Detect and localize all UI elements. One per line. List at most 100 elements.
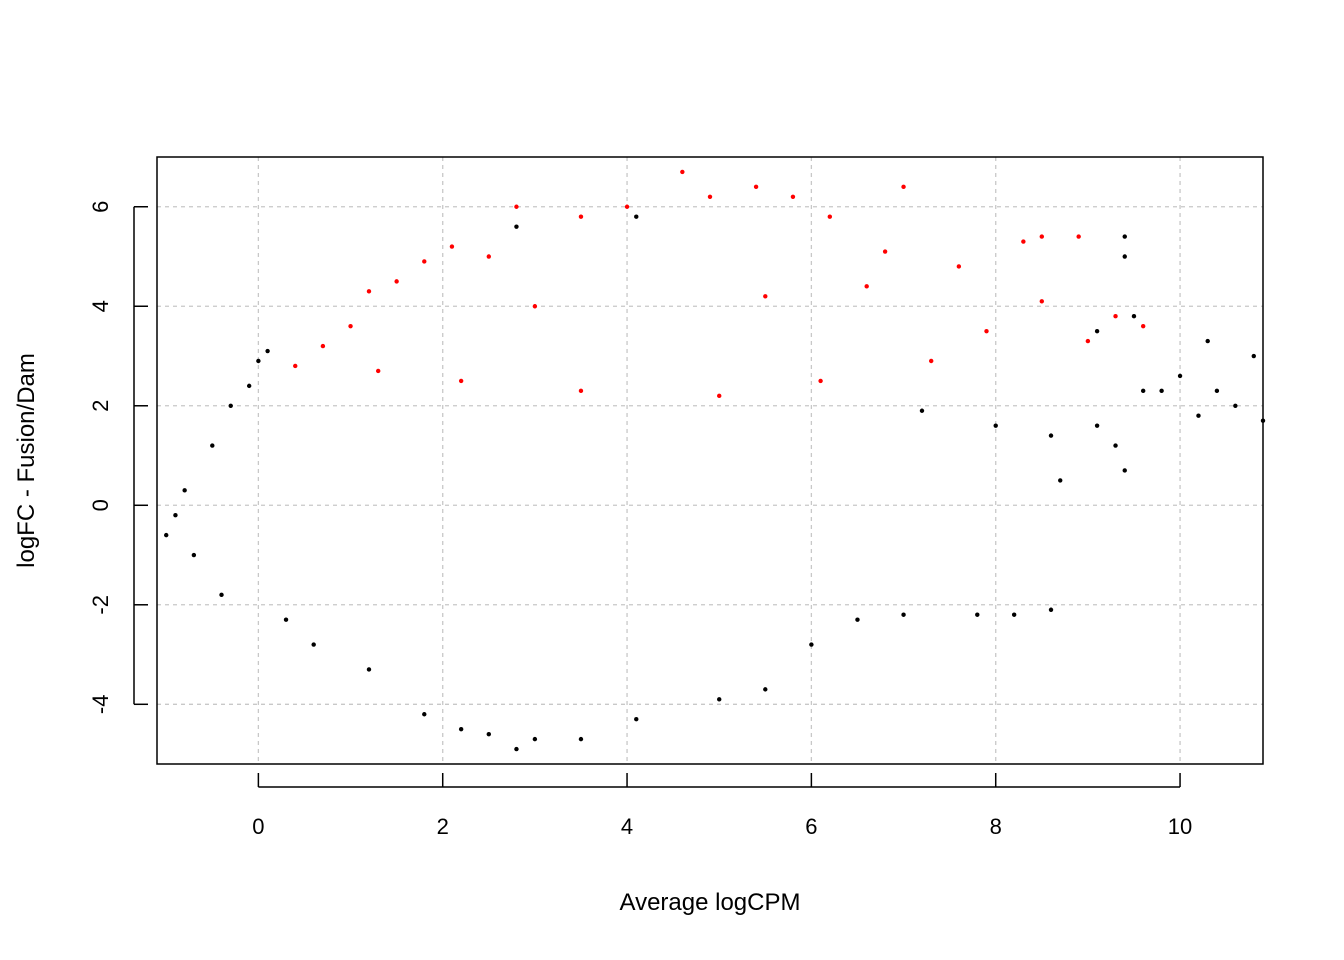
data-point [809, 642, 814, 647]
significant-point [458, 378, 464, 384]
significant-point [1140, 323, 1146, 329]
significant-point [514, 204, 519, 209]
data-point [283, 617, 289, 622]
data-point [366, 667, 372, 672]
data-point [578, 736, 584, 742]
significant-point [320, 343, 326, 349]
plot-frame [156, 156, 1264, 765]
significant-point [1039, 234, 1045, 239]
significant-point [293, 363, 298, 369]
data-point [1048, 607, 1054, 612]
data-point [1011, 612, 1017, 617]
significant-point [929, 358, 934, 364]
x-tick-label: 2 [437, 814, 449, 839]
significant-point [486, 254, 491, 259]
data-point [311, 642, 316, 647]
data-point [717, 697, 722, 702]
data-point [919, 408, 925, 413]
significant-point [790, 194, 796, 200]
data-point [634, 717, 639, 722]
significant-point [366, 289, 372, 294]
data-point [1122, 234, 1127, 239]
significant-point [882, 249, 888, 254]
data-point [975, 612, 980, 617]
significant-point [348, 323, 353, 329]
significant-point [1076, 234, 1081, 239]
x-tick-label: 0 [252, 814, 264, 839]
data-point [901, 612, 906, 617]
y-tick-label: -2 [88, 595, 113, 615]
data-point [532, 736, 538, 742]
significant-point [449, 244, 455, 249]
data-point [1233, 403, 1238, 408]
significant-point [422, 259, 427, 264]
y-tick-label: 4 [88, 300, 113, 312]
data-point [486, 731, 491, 737]
data-point [1058, 478, 1063, 483]
data-point [1094, 328, 1100, 334]
data-point [182, 488, 187, 493]
data-point [219, 592, 224, 598]
data-point [634, 214, 639, 219]
significant-point [624, 204, 630, 209]
data-point [191, 552, 197, 558]
data-point [256, 358, 261, 364]
x-tick-label: 8 [990, 814, 1002, 839]
data-point [210, 443, 215, 448]
data-point [855, 617, 860, 622]
data-point [514, 224, 519, 229]
data-point [1251, 353, 1256, 359]
data-point [458, 726, 464, 732]
significant-point [827, 214, 833, 219]
data-point [164, 532, 169, 538]
significant-point [984, 328, 989, 334]
data-point [1122, 254, 1127, 259]
data-point [1214, 388, 1220, 394]
significant-point [864, 284, 869, 289]
significant-point [1113, 314, 1118, 319]
data-point [1122, 468, 1127, 473]
x-tick-label: 6 [805, 814, 817, 839]
significant-point [1039, 299, 1045, 304]
significant-point [532, 304, 538, 309]
significant-point [717, 393, 722, 399]
data-point [265, 348, 270, 354]
y-tick-label: 2 [88, 400, 113, 412]
data-point [514, 746, 519, 752]
data-point [993, 423, 998, 428]
data-point [1131, 314, 1137, 319]
significant-point [578, 388, 584, 394]
x-axis-title: Average logCPM [620, 889, 801, 916]
data-point [1159, 388, 1164, 394]
data-point [246, 383, 252, 389]
significant-point [1021, 239, 1026, 244]
significant-point [707, 194, 713, 200]
y-tick-label: 0 [88, 499, 113, 511]
significant-point [680, 169, 685, 175]
x-tick-label: 10 [1168, 814, 1192, 839]
significant-point [818, 378, 823, 384]
data-point [228, 403, 233, 408]
data-point [1094, 423, 1100, 428]
grid-lines [157, 157, 1263, 764]
significant-point [956, 264, 962, 269]
x-axis: 0 2 4 6 8 10 [252, 773, 1192, 839]
y-tick-label: 6 [88, 201, 113, 213]
data-point [1177, 373, 1183, 379]
data-points [164, 169, 1266, 752]
data-point [1196, 413, 1201, 418]
y-axis-title: logFC - Fusion/Dam [13, 353, 40, 568]
data-point [1205, 338, 1210, 344]
y-axis: -4 -2 0 2 4 6 [88, 201, 148, 714]
data-point [1113, 443, 1118, 448]
data-point [1140, 388, 1146, 394]
data-point [763, 687, 768, 692]
data-point [173, 513, 178, 518]
significant-point [394, 279, 399, 284]
significant-point [578, 214, 584, 219]
data-point [1048, 433, 1054, 438]
x-tick-label: 4 [621, 814, 633, 839]
significant-point [1085, 338, 1091, 344]
significant-point [376, 368, 381, 374]
